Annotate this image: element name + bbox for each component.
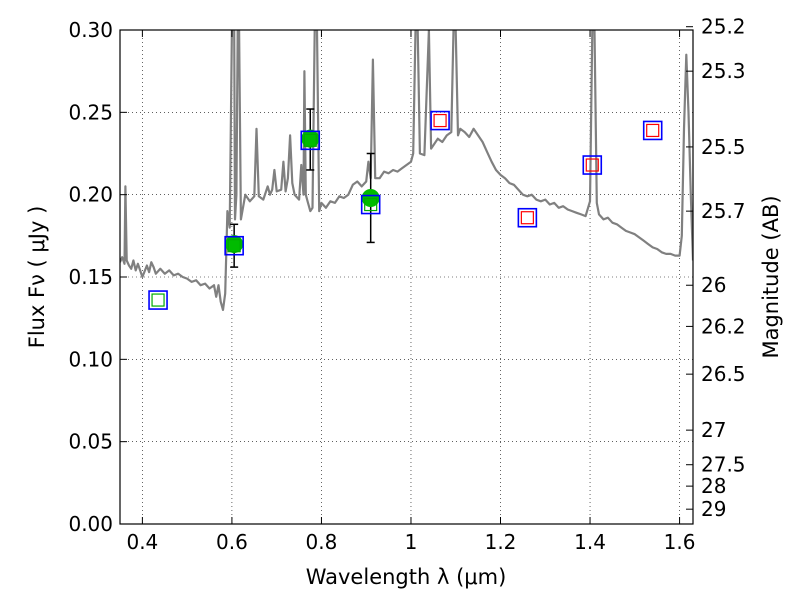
model-band-square	[148, 290, 168, 310]
inner-square	[646, 123, 660, 138]
model-spectrum-line	[120, 30, 693, 311]
y-axis: 0.00 0.05 0.10 0.15 0.20 0.25 0.30	[68, 18, 127, 536]
y2-tick-label: 25.3	[701, 59, 746, 83]
y2-tick-label: 25.2	[701, 15, 746, 39]
inner-square	[151, 293, 165, 307]
x-axis-title: Wavelength λ (μm)	[306, 565, 507, 589]
y2-tick-label: 26	[701, 273, 726, 297]
y2-tick-label: 27.5	[701, 453, 746, 477]
inner-square	[227, 239, 241, 253]
y2-tick-label: 29	[701, 497, 726, 521]
model-band-square	[642, 120, 663, 141]
inner-square	[520, 211, 534, 225]
model-band-square	[360, 194, 381, 215]
y-tick-label: 0.00	[68, 512, 113, 536]
model-band-square	[300, 130, 321, 151]
y-tick-label: 0.30	[68, 18, 113, 42]
x-tick-label: 0.8	[306, 530, 338, 554]
x-tick-label: 0.6	[216, 530, 248, 554]
y-tick-label: 0.25	[68, 100, 113, 124]
x-tick-label: 1	[405, 530, 418, 554]
y2-axis-title: Magnitude (AB)	[759, 195, 783, 358]
y2-tick-label: 28	[701, 474, 726, 498]
photometry-markers	[148, 110, 663, 310]
y-axis-title: Flux Fν ( μJy )	[25, 206, 49, 349]
x-tick-label: 0.4	[126, 530, 158, 554]
x-tick-label: 1.2	[485, 530, 517, 554]
y2-tick-label: 25.5	[701, 135, 746, 159]
y-tick-label: 0.05	[68, 430, 113, 454]
y2-tick-label: 25.7	[701, 199, 746, 223]
inner-square	[303, 133, 317, 147]
x-tick-label: 1.6	[664, 530, 696, 554]
y2-tick-label: 26.2	[701, 314, 746, 338]
x-axis: 0.4 0.6 0.8 1 1.2 1.4 1.6	[126, 30, 695, 554]
model-band-square	[224, 235, 244, 256]
y-tick-label: 0.20	[68, 183, 113, 207]
model-band-square	[430, 110, 450, 131]
y2-tick-label: 27	[701, 418, 726, 442]
inner-square	[585, 158, 599, 172]
model-band-square	[517, 207, 538, 228]
inner-square	[433, 113, 447, 128]
inner-square	[364, 197, 378, 212]
grid	[120, 29, 693, 525]
plot-frame	[119, 29, 694, 525]
y-tick-label: 0.15	[68, 265, 113, 289]
y-tick-label: 0.10	[68, 347, 113, 371]
y2-tick-label: 26.5	[701, 362, 746, 386]
model-band-square	[582, 155, 603, 175]
x-tick-label: 1.4	[574, 530, 606, 554]
model-spectrum	[120, 30, 693, 311]
